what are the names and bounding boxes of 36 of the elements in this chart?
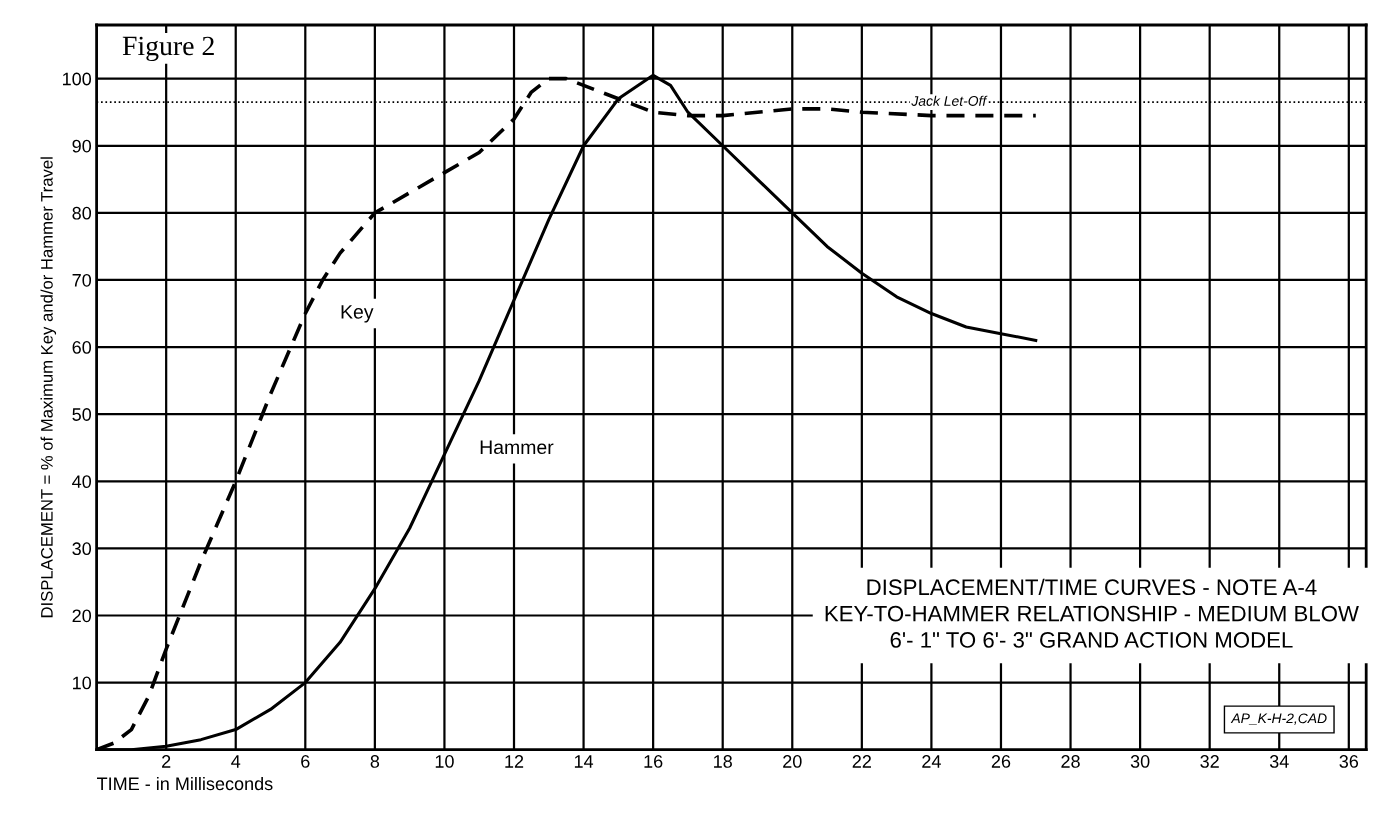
x-tick-label: 24	[922, 755, 941, 768]
x-tick-label: 14	[574, 755, 594, 768]
x-tick-label: 10	[435, 755, 454, 768]
y-tick-label: 40	[72, 475, 92, 489]
x-tick-label: 26	[991, 755, 1011, 768]
x-tick-label: 18	[714, 755, 732, 768]
x-tick-label: 30	[1130, 755, 1150, 768]
y-axis-title: DISPLACEMENT = % of Maximum Key and/or Hammer Travel	[40, 157, 57, 618]
x-tick-label: 22	[852, 755, 871, 768]
x-tick-label: 32	[1200, 755, 1219, 768]
annotation: AP_K-H-2,CAD	[1230, 713, 1327, 725]
ref-line-label: Jack Let-Off	[911, 95, 988, 106]
x-tick-label: 20	[783, 755, 802, 768]
y-tick-label: 10	[73, 676, 92, 690]
chart-title: Figure 2	[122, 36, 214, 62]
x-tick-label: 16	[644, 755, 663, 768]
x-tick-label: 4	[231, 755, 241, 768]
x-tick-label: 2	[162, 755, 171, 768]
y-tick-label: 90	[72, 139, 92, 153]
y-tick-label: 50	[72, 408, 92, 421]
x-tick-label: 28	[1061, 755, 1080, 768]
y-tick-label: 20	[72, 609, 92, 623]
series-label: Hammer	[480, 440, 554, 455]
series-label: Key	[341, 305, 374, 323]
annotation: DISPLACEMENT/TIME CURVES - NOTE A-4 KEY-TO-HAMMER RELATIONSHIP - MEDIUM BLOW 6'- 1" TO 6'- 3" GRAND ACTION MODEL	[825, 578, 1359, 648]
x-tick-label: 8	[370, 755, 380, 768]
x-axis-title: TIME - in Milliseconds	[97, 776, 273, 791]
x-tick-label: 34	[1269, 755, 1289, 768]
y-tick-label: 100	[62, 72, 92, 86]
x-tick-label: 12	[505, 755, 524, 768]
y-tick-label: 30	[72, 542, 92, 556]
y-tick-label: 60	[72, 341, 92, 354]
x-tick-label: 36	[1339, 755, 1359, 768]
x-tick-label: 6	[301, 755, 310, 768]
y-tick-label: 70	[72, 273, 92, 287]
y-tick-label: 80	[72, 206, 92, 220]
